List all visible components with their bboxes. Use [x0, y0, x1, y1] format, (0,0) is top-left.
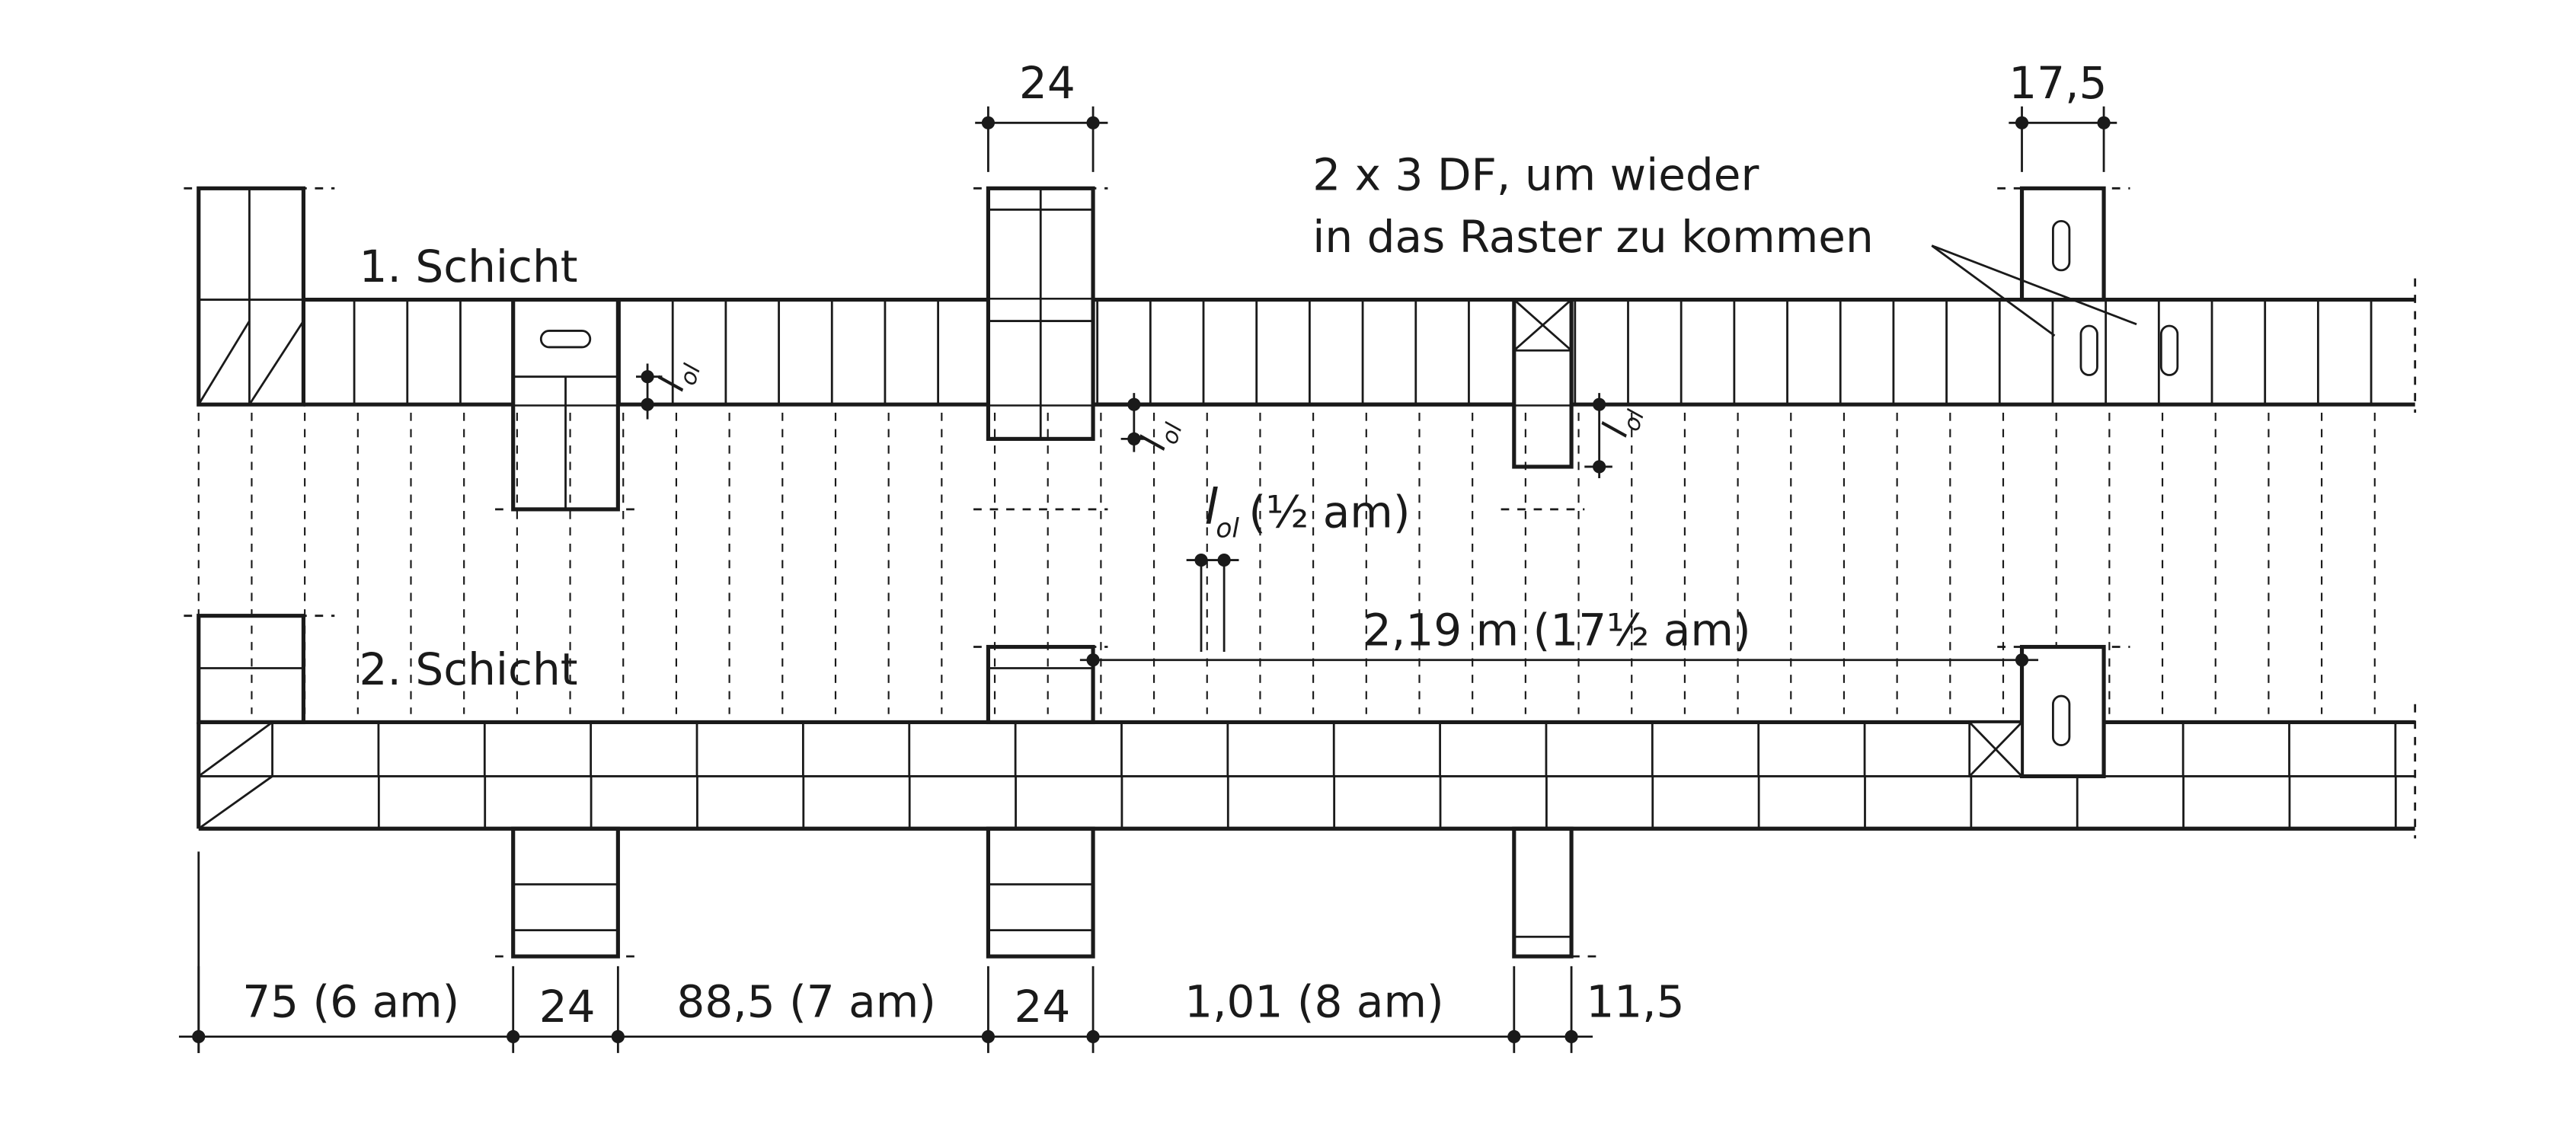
line-element — [1513, 299, 1572, 405]
lol-half-sub: ol — [1216, 513, 1239, 544]
line-element — [248, 320, 305, 405]
note-line-2: in das Raster zu kommen — [1312, 211, 1873, 263]
line-element — [1512, 826, 1574, 959]
dimension-dot — [981, 116, 996, 129]
line-element — [986, 826, 1095, 959]
dimension-dot — [1217, 553, 1231, 567]
line-element — [1513, 298, 1573, 352]
dim-bottom-3: 88,5 (7 am) — [676, 976, 935, 1028]
dimension-dot — [1194, 553, 1208, 567]
line-element — [2019, 644, 2106, 779]
dimension-dot — [1086, 653, 1100, 667]
line-element — [197, 186, 305, 407]
layer-1-headers — [353, 299, 2373, 405]
dimension-dot — [1593, 397, 1606, 411]
dimension-dot — [2015, 653, 2029, 667]
dimension-dot — [641, 370, 654, 384]
lol-half-text: (½ am) — [1248, 487, 1410, 538]
line-element — [1931, 244, 2056, 337]
line-element — [1968, 721, 2023, 777]
grip-hole — [2079, 324, 2098, 376]
dimension-dot — [1086, 116, 1100, 129]
wall-drawing — [178, 106, 2417, 1053]
grip-hole — [2051, 219, 2071, 272]
dimension-dot — [641, 397, 654, 411]
line-element — [197, 775, 273, 830]
dimension-dot — [1593, 460, 1606, 474]
line-element — [197, 721, 273, 777]
dim-top-right: 17,5 — [2009, 57, 2107, 109]
dimension-dot — [1127, 397, 1141, 411]
dimension-dot — [2097, 116, 2111, 129]
note-line-1: 2 x 3 DF, um wieder — [1312, 148, 1759, 200]
dim-span-label: 2,19 m (17½ am) — [1363, 604, 1751, 656]
line-element — [986, 644, 1095, 725]
dim-bottom-6: 11,5 — [1586, 976, 1684, 1028]
lol-half-symbol: l — [1204, 479, 1218, 536]
line-element — [511, 826, 620, 959]
lol-label-2: l ol — [1133, 420, 1188, 455]
line-element — [197, 320, 251, 405]
grip-hole — [2159, 324, 2179, 376]
line-element — [1931, 244, 2137, 326]
dim-top-pier: 24 — [1019, 57, 1075, 109]
layer-1-label: 1. Schicht — [360, 241, 578, 292]
grip-hole — [539, 330, 592, 349]
dimension-dot — [2015, 116, 2029, 129]
lol-label-1: l ol — [650, 360, 706, 395]
dim-bottom-2: 24 — [539, 981, 596, 1033]
line-element — [2019, 186, 2106, 302]
dim-bottom-4: 24 — [1014, 981, 1070, 1033]
grip-hole — [2051, 694, 2071, 746]
dimension-dot — [1127, 432, 1141, 445]
layer-2-label: 2. Schicht — [360, 643, 578, 695]
dim-bottom-5: 1,01 (8 am) — [1184, 976, 1444, 1028]
line-element — [1512, 298, 1574, 469]
dim-bottom-1: 75 (6 am) — [242, 976, 459, 1028]
